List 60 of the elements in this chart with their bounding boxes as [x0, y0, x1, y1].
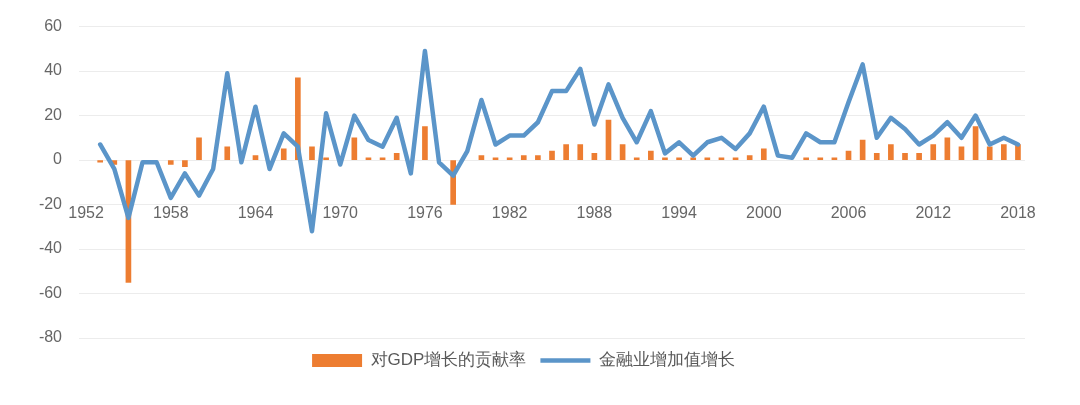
x-tick-label: 1994 [661, 204, 697, 222]
bar [167, 160, 174, 165]
bar [224, 146, 231, 160]
bar [520, 155, 527, 160]
legend-label: 对GDP增长的贡献率 [370, 350, 527, 370]
bar [648, 150, 654, 160]
bar [591, 153, 598, 160]
x-tick-label: 2000 [746, 204, 782, 222]
bar [958, 146, 965, 160]
bar [944, 137, 951, 160]
y-tick-label: -80 [38, 328, 63, 346]
bar [873, 153, 880, 160]
bar [252, 155, 259, 160]
bar [888, 144, 894, 160]
bar [196, 137, 202, 160]
bar [902, 153, 908, 160]
bar [549, 150, 555, 160]
x-tick-label: 1988 [576, 204, 613, 222]
bar [393, 153, 400, 160]
bar [704, 157, 711, 160]
x-tick-label: 1952 [68, 204, 104, 222]
bar [351, 137, 358, 160]
legend-label: 金融业增加值增长 [598, 350, 735, 370]
bar [563, 144, 569, 160]
bar [803, 157, 809, 160]
bar [817, 157, 824, 160]
bar [633, 157, 640, 160]
x-tick-label: 1970 [322, 204, 359, 222]
bar [182, 160, 188, 168]
bar [535, 155, 541, 160]
x-tick-label: 2006 [830, 204, 867, 222]
bar [619, 144, 626, 160]
x-tick-label: 1958 [152, 204, 189, 222]
y-tick-label: 20 [44, 105, 63, 123]
bar [280, 148, 287, 160]
y-tick-label: 0 [53, 150, 63, 168]
x-tick-label: 1982 [491, 204, 528, 222]
bar [746, 155, 753, 160]
y-tick-label: 40 [44, 61, 63, 79]
bar [577, 144, 584, 160]
bar [422, 126, 428, 160]
x-tick-label: 2018 [1000, 204, 1036, 222]
bar [676, 157, 682, 160]
y-tick-label: -20 [38, 194, 63, 212]
y-tick-label: -60 [38, 283, 63, 301]
bar [478, 155, 485, 160]
bar [916, 153, 922, 160]
bar [930, 144, 937, 160]
y-tick-label: -40 [38, 239, 63, 257]
x-tick-label: 2012 [915, 204, 952, 222]
bar [309, 146, 315, 160]
bar [323, 157, 329, 160]
bar [1001, 144, 1007, 160]
y-tick-label: 60 [44, 17, 63, 35]
bar [760, 148, 767, 160]
bar [986, 146, 993, 160]
bar [662, 157, 668, 160]
x-tick-label: 1964 [237, 204, 274, 222]
x-tick-label: 1976 [407, 204, 443, 222]
bar [97, 160, 104, 163]
